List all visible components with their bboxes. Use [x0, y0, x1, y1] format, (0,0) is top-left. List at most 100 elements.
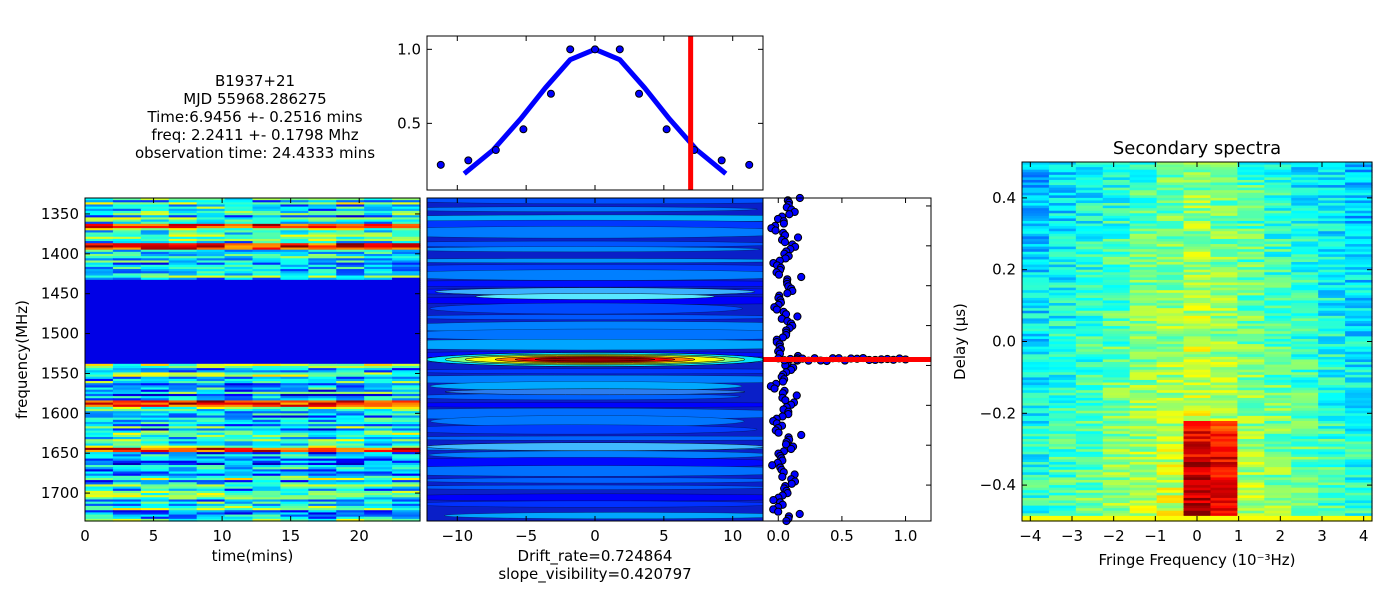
spectrum-cell — [196, 389, 226, 393]
spectrum-cell — [252, 518, 282, 522]
spectrum-cell — [280, 378, 309, 382]
spectrum-cell — [140, 353, 170, 356]
secondary-cell — [1102, 244, 1131, 248]
spectrum-cell — [112, 415, 142, 419]
secondary-cell — [1156, 267, 1185, 271]
spectrum-cell — [252, 376, 282, 380]
spectrum-cell — [308, 314, 337, 318]
secondary-cell — [1345, 508, 1373, 512]
secondary-cell — [1264, 282, 1292, 286]
spectrum-cell — [112, 243, 142, 246]
spectrum-cell — [85, 307, 114, 311]
secondary-cell — [1318, 423, 1346, 427]
secondary-cell — [1264, 179, 1292, 184]
secondary-cell — [1022, 485, 1050, 489]
secondary-cell — [1022, 197, 1050, 202]
spectrum-cell — [336, 223, 365, 227]
spectrum-cell — [336, 266, 365, 270]
secondary-cell — [1129, 297, 1158, 302]
spectrum-cell — [252, 264, 282, 268]
spectrum-cell — [252, 437, 282, 440]
spectrum-cell — [336, 396, 365, 399]
spectrum-cell — [196, 198, 226, 201]
spectrum-cell — [85, 518, 114, 522]
spectrum-cell — [224, 275, 254, 279]
spectrum-cell — [364, 480, 393, 483]
secondary-cell — [1264, 185, 1292, 189]
spectrum-cell — [336, 273, 365, 277]
acf-band — [427, 435, 763, 441]
secondary-cell — [1156, 249, 1185, 253]
spectrum-cell — [392, 383, 421, 386]
secondary-cell — [1129, 385, 1158, 389]
spectrum-cell — [196, 421, 226, 425]
secondary-cell — [1129, 244, 1158, 248]
spectrum-cell — [364, 434, 393, 438]
spectrum-cell — [308, 256, 337, 259]
spectrum-cell — [85, 404, 114, 408]
spectrum-cell — [224, 391, 254, 395]
secondary-cell — [1318, 344, 1346, 348]
secondary-cell — [1210, 472, 1238, 476]
secondary-cell — [1210, 290, 1238, 294]
secondary-cell — [1318, 469, 1346, 473]
spectrum-cell — [392, 251, 421, 255]
spectrum-cell — [280, 387, 309, 391]
freq-point — [778, 377, 788, 386]
spectrum-cell — [140, 514, 170, 518]
secondary-cell — [1022, 497, 1050, 502]
secondary-cell — [1102, 474, 1131, 479]
spectrum-cell — [140, 465, 170, 468]
secondary-cell — [1210, 400, 1238, 404]
secondary-cell — [1048, 187, 1077, 191]
spectrum-cell — [140, 404, 170, 408]
spectrum-cell — [392, 312, 421, 315]
secondary-cell — [1264, 379, 1292, 384]
spectrum-cell — [196, 518, 226, 522]
secondary-cell — [1075, 410, 1104, 414]
secondary-cell — [1237, 356, 1265, 361]
spectrum-cell — [85, 447, 114, 451]
secondary-cell — [1048, 333, 1077, 337]
spectrum-cell — [364, 346, 393, 350]
secondary-cell — [1102, 485, 1131, 489]
secondary-cell — [1129, 464, 1158, 468]
spectrum-cell — [280, 335, 309, 339]
x-axis-label: time(mins) — [212, 547, 294, 565]
secondary-cell — [1183, 169, 1212, 173]
secondary-cell — [1210, 249, 1238, 253]
secondary-cell — [1264, 441, 1292, 445]
spectrum-cell — [224, 355, 254, 358]
spectrum-cell — [308, 441, 337, 445]
secondary-cell — [1237, 400, 1265, 404]
spectrum-cell — [308, 460, 337, 464]
spectrum-cell — [308, 253, 337, 257]
spectrum-cell — [140, 288, 170, 292]
spectrum-cell — [85, 210, 114, 214]
spectrum-cell — [308, 396, 337, 399]
freq-point — [772, 305, 781, 314]
spectrum-cell — [364, 365, 393, 369]
secondary-cell — [1291, 354, 1319, 358]
secondary-cell — [1156, 428, 1185, 432]
secondary-cell — [1291, 226, 1319, 230]
spectrum-cell — [308, 353, 337, 356]
spectrum-cell — [112, 303, 142, 307]
spectrum-cell — [364, 411, 393, 414]
secondary-cell — [1022, 495, 1050, 499]
spectrum-cell — [308, 266, 337, 270]
secondary-cell — [1318, 336, 1346, 340]
secondary-cell — [1022, 233, 1050, 237]
secondary-cell — [1075, 254, 1104, 258]
secondary-cell — [1156, 392, 1185, 396]
secondary-cell — [1075, 405, 1104, 409]
secondary-cell — [1075, 459, 1104, 463]
spectrum-cell — [392, 236, 421, 240]
time-scale-label: Time:6.9456 +- 0.2516 mins — [147, 108, 363, 126]
secondary-cell — [1156, 346, 1185, 350]
secondary-cell — [1291, 346, 1319, 350]
spectrum-cell — [336, 316, 365, 320]
spectrum-cell — [196, 512, 226, 516]
secondary-cell — [1048, 410, 1077, 414]
secondary-cell — [1318, 272, 1346, 276]
